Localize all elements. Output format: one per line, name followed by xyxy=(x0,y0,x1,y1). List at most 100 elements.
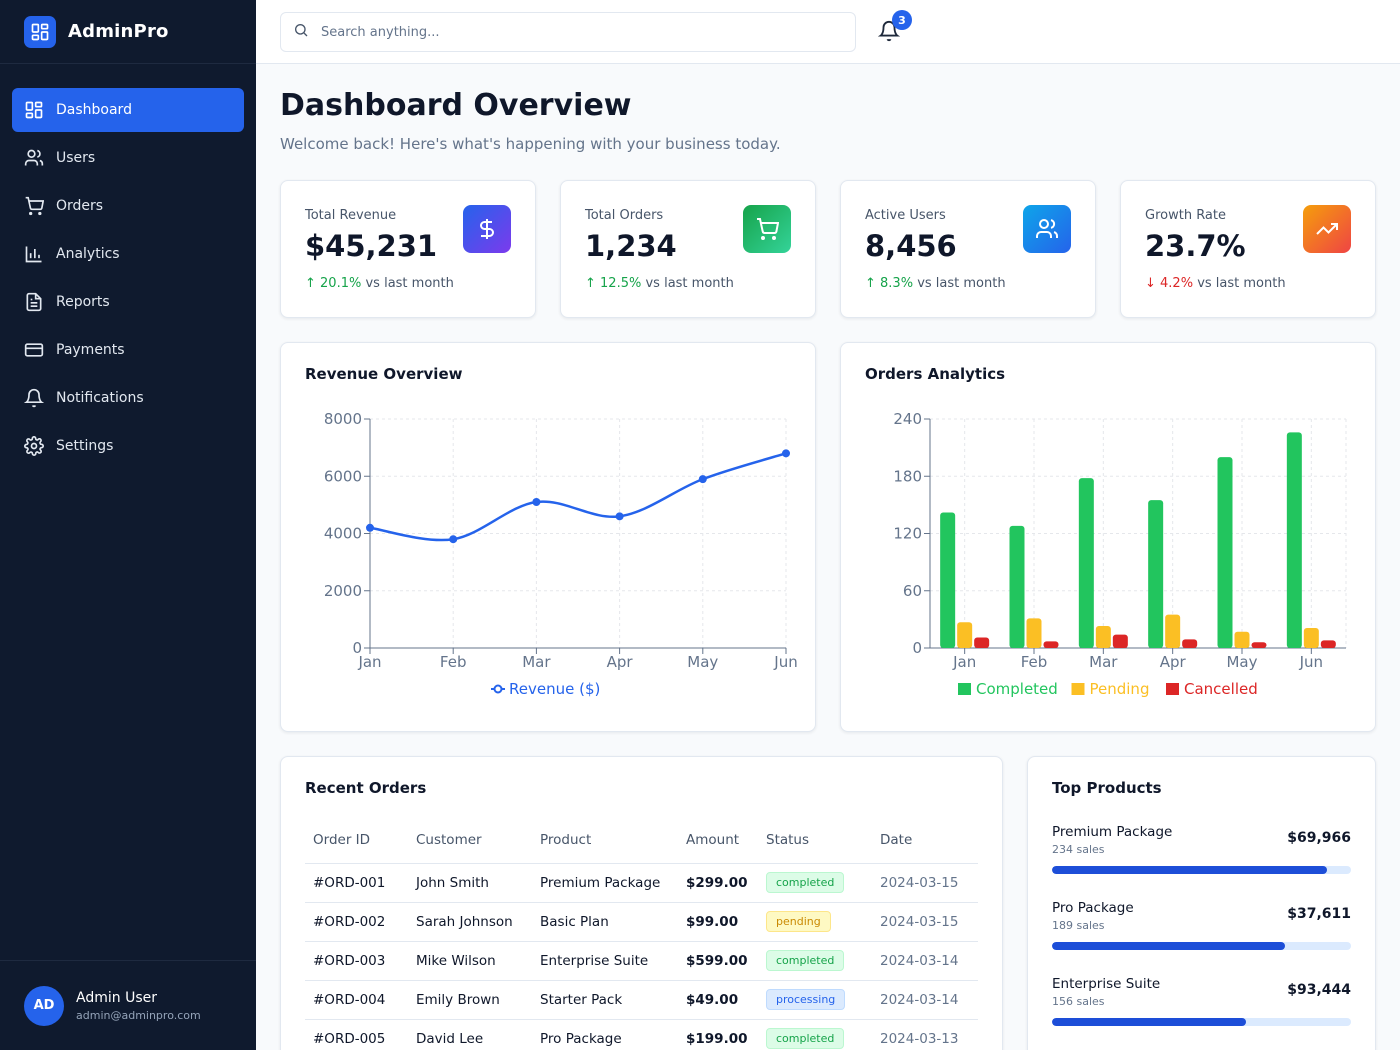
column-header[interactable]: Product xyxy=(532,817,678,864)
panel-title: Recent Orders xyxy=(305,779,427,797)
stat-change: ↑ 12.5% vs last month xyxy=(585,276,734,291)
user-email: admin@adminpro.com xyxy=(76,1008,201,1022)
sidebar-item-payments[interactable]: Payments xyxy=(12,328,244,372)
data-point xyxy=(615,512,624,521)
sidebar-item-notifications[interactable]: Notifications xyxy=(12,376,244,420)
stat-value: $45,231 xyxy=(305,229,438,263)
stat-value: 8,456 xyxy=(865,229,957,263)
stat-change-suffix: vs last month xyxy=(645,276,734,291)
stat-label: Total Revenue xyxy=(305,208,397,223)
credit-card-icon xyxy=(24,340,44,360)
order-id-cell: #ORD-004 xyxy=(305,980,408,1020)
table-row[interactable]: #ORD-003 Mike Wilson Enterprise Suite $599.… xyxy=(305,941,978,981)
product-cell: Premium Package xyxy=(532,863,678,903)
y-tick-label: 0 xyxy=(912,639,922,657)
trending-up-icon xyxy=(1303,205,1351,253)
date-cell: 2024-03-14 xyxy=(872,980,978,1020)
bar-pending xyxy=(1234,631,1250,648)
notification-bell-icon[interactable] xyxy=(877,20,902,44)
page-subtitle: Welcome back! Here's what's happening wi… xyxy=(280,135,781,153)
page-title: Dashboard Overview xyxy=(280,88,632,123)
cart-icon xyxy=(743,205,791,253)
product-item[interactable]: Pro Package 189 sales $37,611 xyxy=(1052,900,1351,950)
y-tick-label: 180 xyxy=(893,467,922,485)
date-cell: 2024-03-13 xyxy=(872,1019,978,1050)
stat-change-value: 20.1% xyxy=(320,276,362,291)
product-name: Pro Package xyxy=(1052,900,1134,916)
search-box[interactable] xyxy=(280,12,856,52)
stat-label: Active Users xyxy=(865,208,946,223)
product-item[interactable]: Enterprise Suite 156 sales $93,444 xyxy=(1052,976,1351,1026)
sidebar-item-label: Dashboard xyxy=(56,102,132,118)
product-sales: 189 sales xyxy=(1052,919,1105,932)
stat-label: Growth Rate xyxy=(1145,208,1226,223)
y-tick-label: 4000 xyxy=(324,525,362,543)
y-tick-label: 2000 xyxy=(324,582,362,600)
legend-label: Revenue ($) xyxy=(509,680,600,698)
table-row[interactable]: #ORD-005 David Lee Pro Package $199.00 compl… xyxy=(305,1019,978,1050)
bar-completed xyxy=(1217,457,1233,648)
bar-pending xyxy=(1303,627,1319,648)
sidebar-item-users[interactable]: Users xyxy=(12,136,244,180)
bar-chart-icon xyxy=(24,244,44,264)
topbar: 3 xyxy=(256,0,1400,64)
bar-completed xyxy=(940,512,956,648)
data-point xyxy=(782,449,790,458)
users-icon xyxy=(24,148,44,168)
order-id-cell: #ORD-001 xyxy=(305,863,408,903)
cart-icon xyxy=(24,196,44,216)
bar-pending xyxy=(1165,614,1181,648)
status-badge: completed xyxy=(766,872,845,893)
x-tick-label: Feb xyxy=(440,653,467,671)
user-info: Admin User admin@adminpro.com xyxy=(76,990,201,1022)
x-tick-label: Mar xyxy=(1089,653,1118,671)
status-cell: completed xyxy=(758,863,872,903)
orders-bar-chart[interactable]: 0 60 120 180 240 Jan Feb Mar Apr May Jun Completed P… xyxy=(841,343,1375,731)
stat-change-value: 4.2% xyxy=(1160,276,1194,291)
bar-completed xyxy=(1009,525,1025,648)
product-item[interactable]: Premium Package 234 sales $69,966 xyxy=(1052,824,1351,874)
column-header[interactable]: Date xyxy=(872,817,978,864)
sidebar-item-analytics[interactable]: Analytics xyxy=(12,232,244,276)
column-header[interactable]: Amount xyxy=(678,817,758,864)
stat-label: Total Orders xyxy=(585,208,664,223)
date-cell: 2024-03-14 xyxy=(872,941,978,981)
brand[interactable]: AdminPro xyxy=(0,0,256,64)
status-badge: completed xyxy=(766,950,845,971)
status-cell: completed xyxy=(758,1019,872,1050)
sidebar: AdminPro Dashboard Users Orders Analytic… xyxy=(0,0,256,1050)
user-profile[interactable]: AD Admin User admin@adminpro.com xyxy=(0,960,256,1050)
column-header[interactable]: Order ID xyxy=(305,817,408,864)
bar-cancelled xyxy=(1182,639,1198,648)
table-row[interactable]: #ORD-002 Sarah Johnson Basic Plan $99.00 pen… xyxy=(305,902,978,942)
bar-cancelled xyxy=(1251,642,1267,648)
recent-orders-panel: Recent Orders Order ID Customer Product … xyxy=(280,756,1003,1050)
sidebar-item-label: Analytics xyxy=(56,246,120,262)
sidebar-item-dashboard[interactable]: Dashboard xyxy=(12,88,244,132)
sidebar-item-orders[interactable]: Orders xyxy=(12,184,244,228)
table-row[interactable]: #ORD-001 John Smith Premium Package $299.00… xyxy=(305,863,978,903)
product-sales: 234 sales xyxy=(1052,843,1105,856)
x-tick-label: Jan xyxy=(357,653,381,671)
legend-marker xyxy=(1166,683,1179,695)
sidebar-item-reports[interactable]: Reports xyxy=(12,280,244,324)
stat-change-suffix: vs last month xyxy=(1197,276,1286,291)
app-name: AdminPro xyxy=(68,21,169,42)
product-progress-fill xyxy=(1052,866,1328,874)
customer-cell: David Lee xyxy=(408,1019,532,1050)
customer-cell: John Smith xyxy=(408,863,532,903)
user-name: Admin User xyxy=(76,989,157,1006)
stat-change-suffix: vs last month xyxy=(917,276,1006,291)
sidebar-item-settings[interactable]: Settings xyxy=(12,424,244,468)
legend-label: Completed xyxy=(976,680,1058,698)
product-cell: Enterprise Suite xyxy=(532,941,678,981)
column-header[interactable]: Status xyxy=(758,817,872,864)
column-header[interactable]: Customer xyxy=(408,817,532,864)
sidebar-item-label: Settings xyxy=(56,438,114,454)
table-row[interactable]: #ORD-004 Emily Brown Starter Pack $49.00 pro… xyxy=(305,980,978,1020)
search-input[interactable] xyxy=(321,24,821,40)
date-cell: 2024-03-15 xyxy=(872,863,978,903)
x-tick-label: May xyxy=(687,653,718,671)
product-revenue: $37,611 xyxy=(1287,906,1351,922)
